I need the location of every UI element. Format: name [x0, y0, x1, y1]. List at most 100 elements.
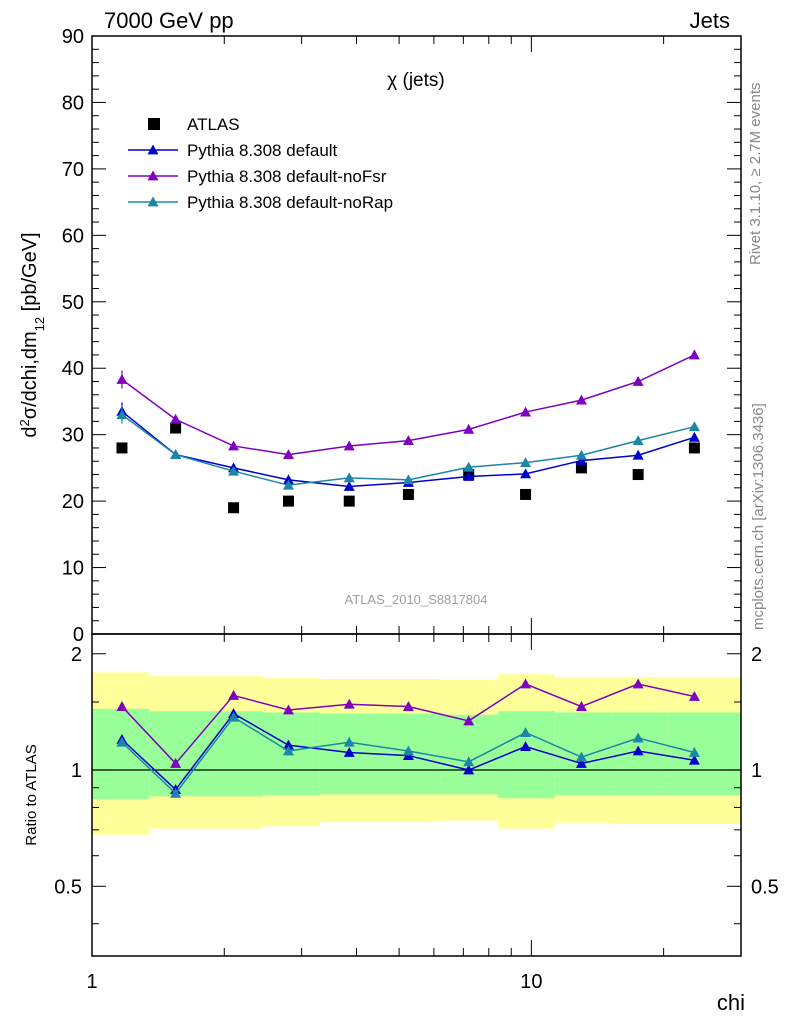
data-point-square — [282, 495, 294, 507]
ratio-point — [632, 745, 644, 756]
ratio-point — [688, 747, 700, 757]
data-point-triangle — [343, 440, 355, 451]
ratio-point — [575, 757, 587, 768]
ratio-y-axis-label: Ratio to ATLAS — [23, 744, 40, 845]
data-point-triangle — [688, 431, 700, 442]
data-point-triangle — [463, 471, 475, 481]
header-left: 7000 GeV pp — [104, 8, 234, 33]
data-point-triangle — [688, 349, 700, 360]
data-point-triangle — [463, 461, 475, 472]
ratio-y-tick-label-right: 0.5 — [751, 876, 779, 898]
ratio-y-tick-label-right: 1 — [751, 760, 762, 782]
data-point-triangle — [402, 474, 414, 485]
mcplots-label: mcplots.cern.ch [arXiv:1306.3436] — [750, 403, 767, 630]
data-point-triangle — [343, 480, 355, 491]
plot-title: χ (jets) — [387, 70, 444, 91]
ratio-point — [343, 698, 355, 709]
data-point-triangle — [228, 465, 240, 476]
data-point-square — [688, 442, 700, 454]
data-point-triangle — [343, 472, 355, 483]
x-axis-label: chi — [717, 990, 745, 1015]
ratio-point — [282, 745, 294, 756]
y-tick-label: 60 — [62, 225, 84, 247]
data-point-square — [170, 422, 182, 434]
ratio-point — [632, 732, 644, 743]
ratio-point — [282, 704, 294, 715]
ratio-series-pythia-8-308-default-nofsr — [116, 678, 700, 768]
y-tick-label: 90 — [62, 26, 84, 48]
data-point-triangle — [632, 449, 644, 460]
data-point-triangle — [170, 449, 182, 459]
data-point-triangle — [116, 374, 128, 384]
series-line — [121, 414, 695, 486]
data-point-square — [228, 502, 240, 514]
data-point-triangle — [688, 421, 700, 432]
y-tick-label: 30 — [62, 425, 84, 447]
ratio-point — [463, 756, 475, 767]
legend-marker-triangle — [147, 170, 159, 181]
legend-label: ATLAS — [187, 115, 240, 134]
legend-entry: Pythia 8.308 default-noRap — [128, 193, 393, 212]
header-right: Jets — [690, 8, 730, 33]
x-tick-label: 10 — [520, 971, 542, 993]
green-band-segment — [92, 708, 150, 800]
legend-marker-triangle — [147, 196, 159, 207]
green-band-segment — [440, 714, 499, 795]
ratio-frame — [91, 633, 742, 957]
ratio-point — [170, 787, 182, 798]
ratio-y-tick-label: 0.5 — [54, 876, 82, 898]
data-point-triangle — [282, 479, 294, 490]
series-pythia-8-308-default-norap — [116, 405, 700, 490]
y-tick-label: 40 — [62, 358, 84, 380]
ratio-y-tick-label: 1 — [71, 760, 82, 782]
ratio-point — [520, 727, 532, 737]
ratio-point — [343, 747, 355, 757]
legend-marker-triangle — [147, 144, 159, 155]
legend-entry: ATLAS — [148, 115, 240, 134]
y-tick-label: 10 — [62, 558, 84, 580]
data-point-square — [116, 442, 128, 454]
ratio-point — [228, 689, 240, 700]
data-point-triangle — [402, 435, 414, 446]
legend-marker-square — [148, 118, 160, 130]
data-point-square — [575, 462, 587, 474]
ratio-series-pythia-8-308-default — [116, 708, 700, 794]
y-tick-label: 20 — [62, 491, 84, 513]
legend: ATLAS Pythia 8.308 default Pythia 8.308 de… — [128, 115, 393, 212]
ratio-point — [228, 711, 240, 722]
data-point-square — [632, 469, 644, 481]
ratio-point — [520, 741, 532, 751]
green-band-segment — [554, 712, 612, 796]
ratio-point — [688, 691, 700, 701]
x-tick-label: 1 — [86, 971, 97, 993]
data-point-triangle — [463, 423, 475, 434]
legend-label: Pythia 8.308 default-noRap — [187, 193, 393, 212]
data-point-triangle — [575, 455, 587, 465]
legend-entry: Pythia 8.308 default — [128, 141, 338, 160]
data-point-triangle — [575, 394, 587, 405]
data-point-triangle — [228, 440, 240, 451]
green-band-segment — [209, 711, 263, 797]
y-tick-label: 70 — [62, 159, 84, 181]
ratio-y-tick-label: 2 — [71, 644, 82, 666]
ratio-point — [116, 736, 128, 747]
ratio-point — [520, 678, 532, 689]
ratio-point — [282, 739, 294, 750]
ratio-panel: 0.5 0.5 1 1 2 2 Ratio to ATLAS 1 10 chi — [23, 633, 779, 1015]
data-point-triangle — [632, 376, 644, 386]
ratio-point — [463, 764, 475, 775]
ratio-point — [116, 701, 128, 711]
y-tick-label: 0 — [73, 624, 84, 646]
ratio-point — [575, 751, 587, 762]
ratio-point — [688, 754, 700, 765]
data-point-triangle — [575, 449, 587, 460]
ratio-point — [402, 701, 414, 711]
ratio-point — [575, 701, 587, 711]
y-tick-label: 80 — [62, 92, 84, 114]
ratio-point — [170, 757, 182, 768]
data-point-square — [520, 488, 532, 500]
data-point-triangle — [282, 449, 294, 459]
ratio-series-pythia-8-308-default-norap — [116, 711, 700, 798]
data-point-triangle — [632, 435, 644, 446]
